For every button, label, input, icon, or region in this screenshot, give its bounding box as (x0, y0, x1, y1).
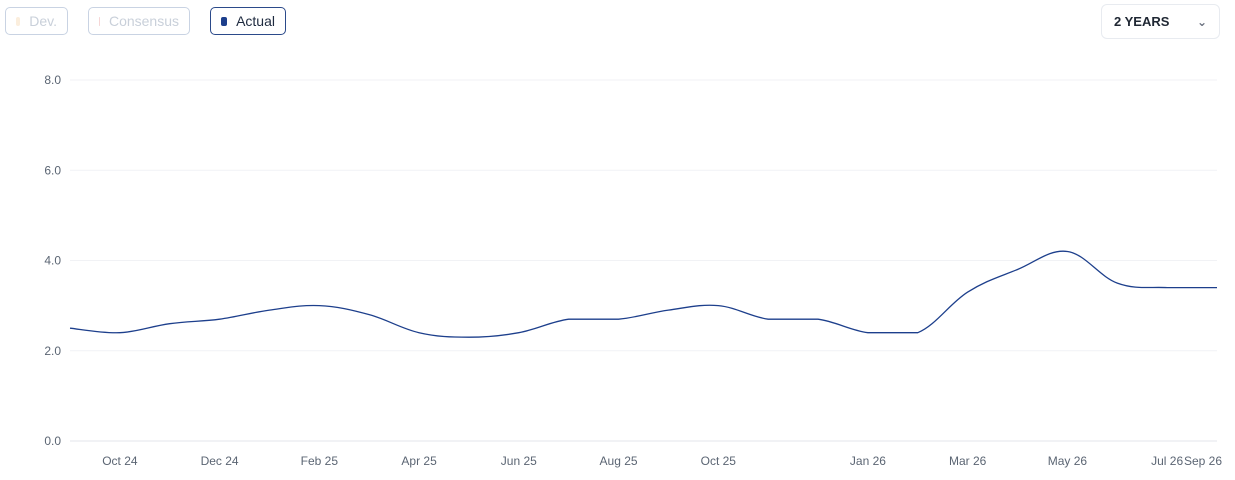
legend-toggle-dev[interactable]: Dev. (5, 7, 68, 35)
x-tick-label: Aug 25 (600, 454, 638, 468)
actual-data-point (815, 316, 821, 322)
actual-data-point (167, 321, 173, 327)
actual-data-point (1064, 248, 1070, 254)
x-tick-label: Oct 24 (102, 454, 138, 468)
x-tick-label: Feb 25 (301, 454, 339, 468)
y-tick-label: 8.0 (44, 73, 61, 87)
actual-data-point (566, 316, 572, 322)
actual-data-point (715, 303, 721, 309)
dev-swatch-icon (16, 16, 21, 26)
actual-data-point (665, 307, 671, 313)
consensus-swatch-icon (99, 16, 100, 26)
x-tick-label: Jul 26 (1151, 454, 1183, 468)
actual-data-point (316, 303, 322, 309)
actual-data-point (915, 330, 921, 336)
actual-data-point (1164, 285, 1170, 291)
actual-data-point (366, 312, 372, 318)
actual-data-point (67, 325, 73, 331)
actual-swatch-icon (221, 16, 228, 26)
legend-label-consensus: Consensus (108, 13, 179, 29)
actual-data-point (466, 334, 472, 340)
actual-data-point (965, 289, 971, 295)
actual-data-point (616, 316, 622, 322)
actual-data-point (765, 316, 771, 322)
y-tick-label: 6.0 (44, 163, 61, 177)
x-tick-label: Apr 25 (401, 454, 437, 468)
x-tick-label: Sep 26 (1184, 454, 1222, 468)
y-tick-label: 4.0 (44, 254, 61, 268)
x-tick-label: Oct 25 (701, 454, 737, 468)
y-tick-label: 0.0 (44, 434, 61, 448)
actual-data-point (1214, 285, 1220, 291)
legend-toggle-actual[interactable]: Actual (210, 7, 286, 35)
actual-data-point (516, 330, 522, 336)
y-tick-label: 2.0 (44, 344, 61, 358)
legend-toggle-consensus[interactable]: Consensus (88, 7, 190, 35)
actual-data-point (1015, 267, 1021, 273)
x-tick-label: Jun 25 (501, 454, 537, 468)
x-tick-label: Dec 24 (201, 454, 239, 468)
range-selector[interactable]: 2 YEARS ⌄ (1101, 4, 1220, 39)
actual-data-point (266, 307, 272, 313)
legend-label-actual: Actual (236, 13, 275, 29)
x-tick-label: May 26 (1048, 454, 1088, 468)
actual-data-point (865, 330, 871, 336)
range-selector-value: 2 YEARS (1114, 14, 1170, 29)
actual-data-point (217, 316, 223, 322)
x-tick-label: Mar 26 (949, 454, 987, 468)
actual-data-point (1114, 280, 1120, 286)
x-tick-label: Jan 26 (850, 454, 886, 468)
actual-data-point (416, 330, 422, 336)
chevron-down-icon: ⌄ (1196, 14, 1207, 29)
actual-data-point (117, 330, 123, 336)
legend-label-dev: Dev. (29, 13, 57, 29)
actual-series-line (69, 250, 1217, 338)
